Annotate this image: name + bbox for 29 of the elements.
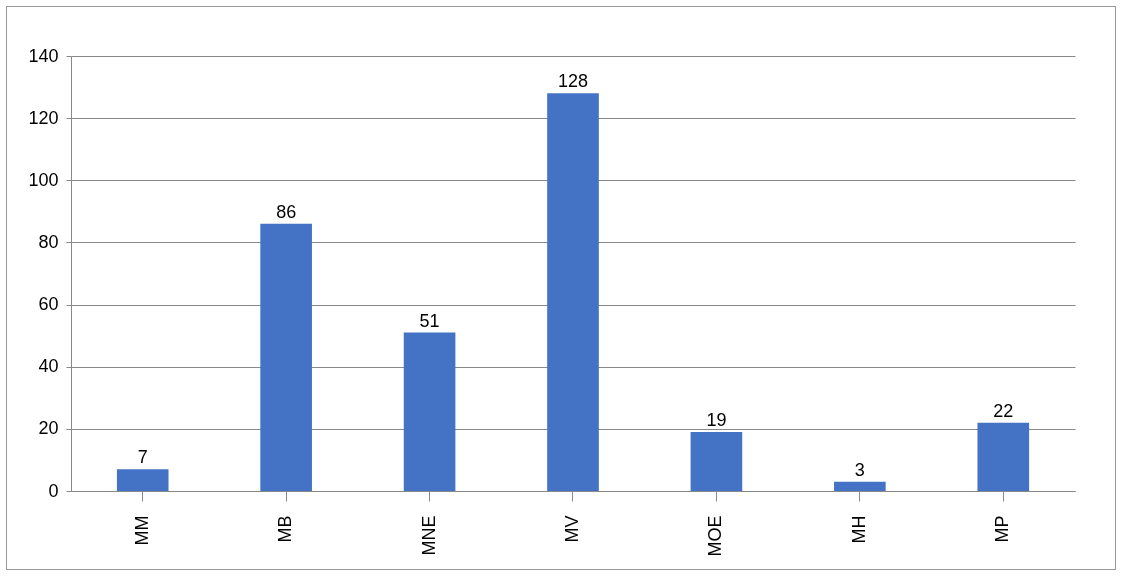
y-tick-label: 20 <box>38 418 59 439</box>
data-label: 22 <box>993 400 1014 421</box>
x-tick-label: MM <box>131 515 152 546</box>
y-tick-label: 0 <box>48 480 59 501</box>
data-label: 51 <box>419 310 440 331</box>
bar <box>260 223 312 491</box>
bar <box>834 481 886 491</box>
bar <box>116 469 169 491</box>
y-tick-label: 140 <box>28 45 59 66</box>
y-tick-label: 80 <box>38 231 59 252</box>
y-tick-label: 100 <box>28 169 59 190</box>
bar <box>547 93 599 491</box>
data-label: 19 <box>706 409 727 430</box>
x-tick-label: MV <box>562 515 582 543</box>
x-tick-label: MNE <box>418 515 439 556</box>
y-tick-label: 60 <box>38 294 59 315</box>
y-tick-label: 120 <box>28 107 59 128</box>
bar <box>690 431 743 491</box>
x-tick-label: MB <box>275 515 296 543</box>
x-tick-label: MOE <box>705 515 726 557</box>
bar <box>403 332 456 491</box>
bar <box>977 422 1030 491</box>
data-label: 3 <box>854 459 865 480</box>
data-label: 128 <box>557 71 589 92</box>
x-tick-label: MP <box>992 515 1013 543</box>
data-label: 7 <box>137 447 148 468</box>
data-label: 86 <box>276 201 297 222</box>
x-tick-label: MH <box>848 515 869 544</box>
y-tick-label: 40 <box>38 356 59 377</box>
